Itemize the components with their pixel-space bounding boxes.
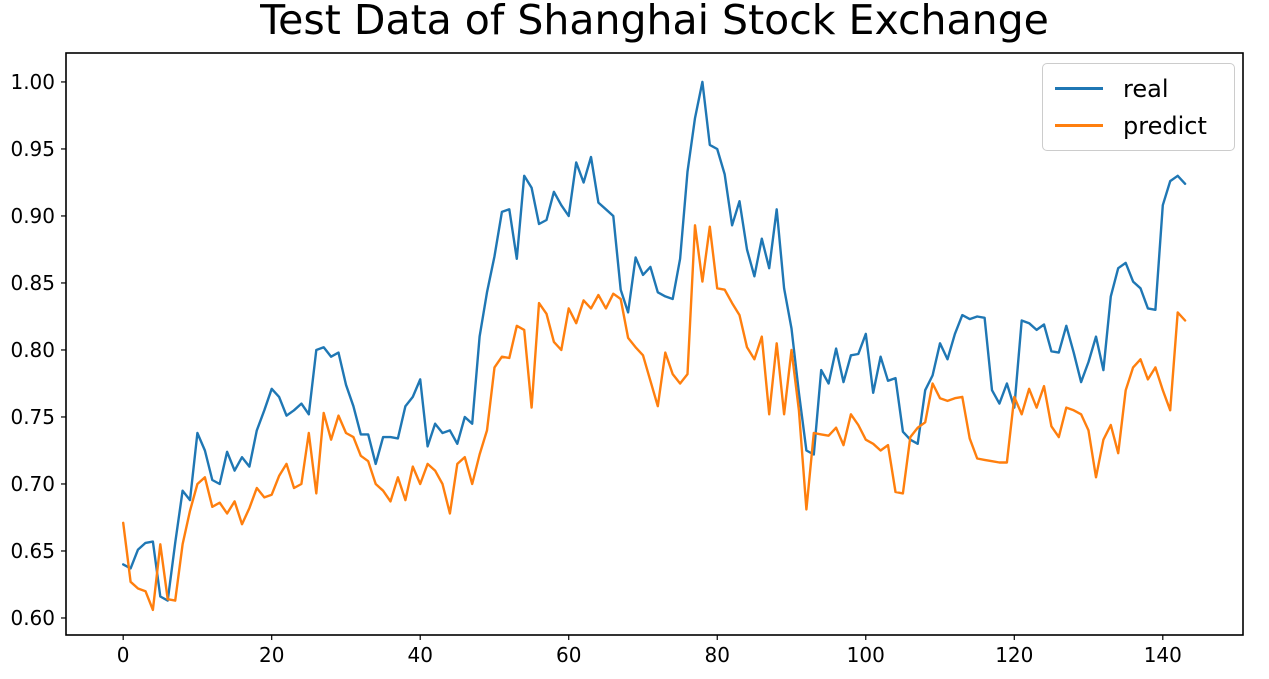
x-tick-label: 120 bbox=[995, 643, 1033, 667]
legend-item-predict: predict bbox=[1055, 114, 1222, 138]
real-line-swatch bbox=[1055, 87, 1103, 90]
x-tick-label: 40 bbox=[407, 643, 432, 667]
y-tick-label: 0.90 bbox=[10, 204, 55, 228]
legend-label-real: real bbox=[1123, 74, 1169, 103]
legend-label-predict: predict bbox=[1123, 111, 1207, 140]
y-tick-label: 0.65 bbox=[10, 539, 55, 563]
x-tick-label: 100 bbox=[847, 643, 885, 667]
x-tick-label: 0 bbox=[117, 643, 130, 667]
y-tick-label: 0.85 bbox=[10, 271, 55, 295]
x-tick-label: 80 bbox=[705, 643, 730, 667]
predict-line-swatch bbox=[1055, 124, 1103, 127]
predict-line bbox=[121, 224, 1187, 612]
y-tick-label: 0.75 bbox=[10, 405, 55, 429]
x-tick-label: 60 bbox=[556, 643, 581, 667]
chart-title: Test Data of Shanghai Stock Exchange bbox=[260, 0, 1049, 44]
legend: real predict bbox=[1042, 63, 1235, 151]
x-tick-label: 20 bbox=[259, 643, 284, 667]
legend-item-real: real bbox=[1055, 77, 1222, 101]
y-tick-label: 0.60 bbox=[10, 606, 55, 630]
y-tick-label: 0.70 bbox=[10, 472, 55, 496]
y-tick-label: 1.00 bbox=[10, 70, 55, 94]
real-line bbox=[121, 80, 1187, 602]
y-tick-label: 0.95 bbox=[10, 137, 55, 161]
x-tick-label: 140 bbox=[1144, 643, 1182, 667]
axes-frame bbox=[65, 52, 1244, 636]
y-tick-label: 0.80 bbox=[10, 338, 55, 362]
